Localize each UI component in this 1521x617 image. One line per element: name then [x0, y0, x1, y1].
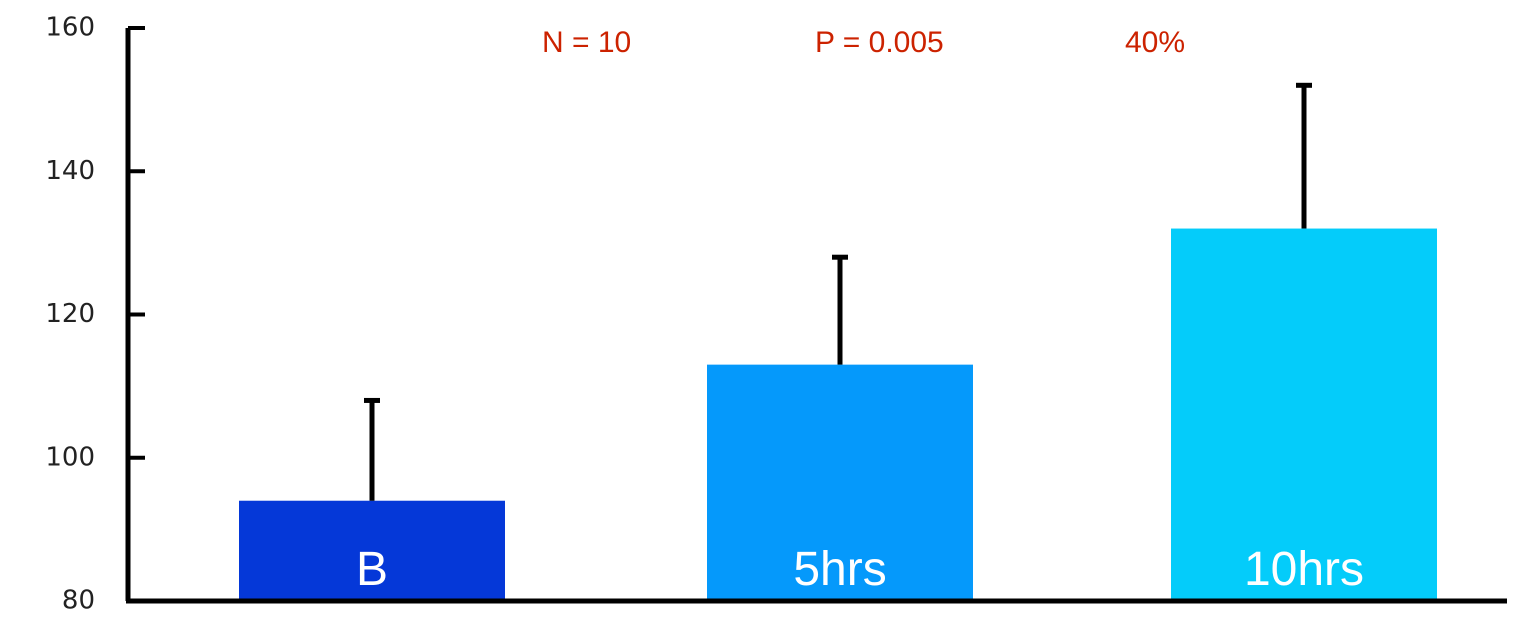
category-label: 5hrs [793, 543, 886, 596]
bar-5hrs [707, 364, 973, 601]
bar-labels: B 5hrs 10hrs [356, 543, 1364, 596]
y-tick-label: 140 [45, 156, 95, 186]
category-label: B [356, 543, 388, 596]
annotation-3: 40% [1125, 26, 1185, 59]
category-label: 10hrs [1244, 543, 1364, 596]
y-tick-label: 100 [45, 442, 95, 472]
bar-10hrs [1171, 228, 1437, 602]
axes [125, 28, 1507, 604]
bars [239, 228, 1437, 602]
y-axis-ticks: 80 100 120 140 160 [45, 13, 145, 616]
annotations: N = 10 P = 0.005 40% [542, 26, 1185, 59]
y-tick-label: 120 [45, 299, 95, 329]
annotation-2: P = 0.005 [815, 26, 944, 59]
error-bars [364, 82, 1312, 501]
bar-b [239, 500, 505, 601]
y-tick-label: 80 [62, 586, 95, 616]
annotation-1: N = 10 [542, 26, 631, 59]
y-tick-label: 160 [45, 13, 95, 43]
